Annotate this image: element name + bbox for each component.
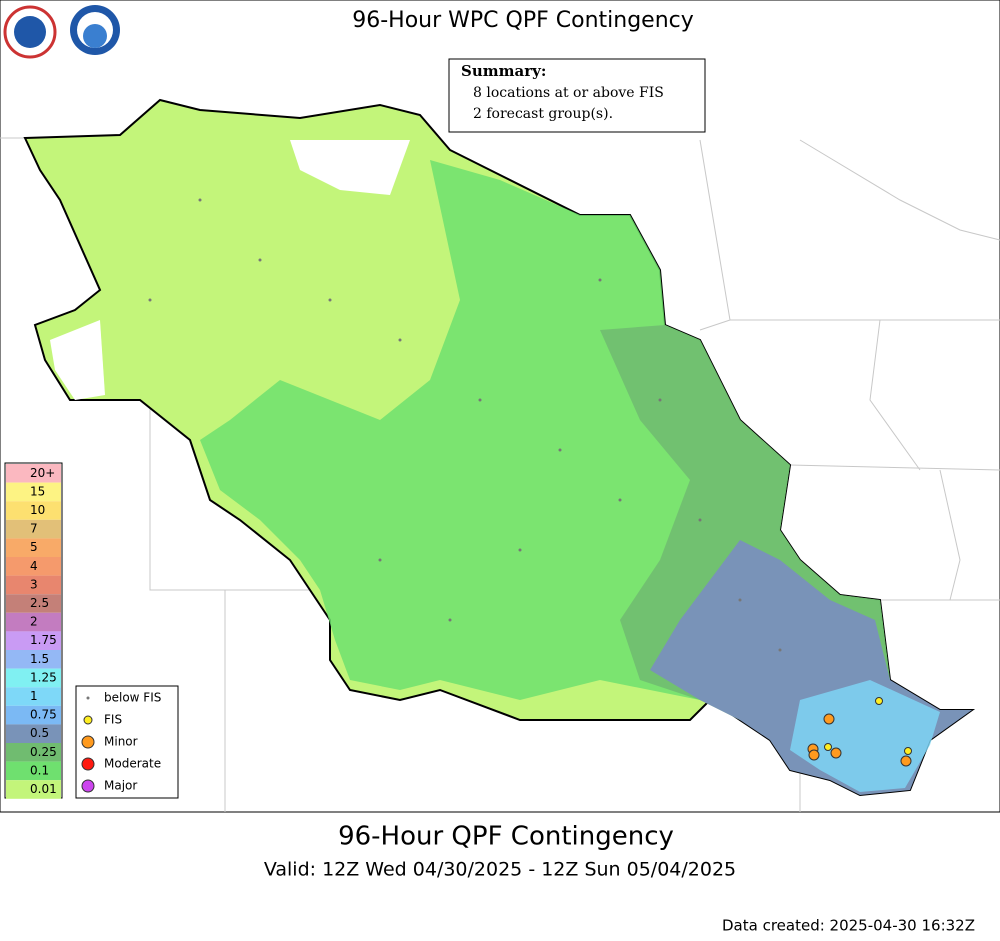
legend-label: 10	[30, 503, 45, 517]
legend-label: Minor	[104, 735, 138, 749]
legend-label: 1.25	[30, 670, 57, 684]
legend-label: Moderate	[104, 757, 161, 771]
legend-swatch	[6, 519, 61, 539]
impact-points	[807, 697, 912, 767]
legend-label: 15	[30, 484, 45, 498]
legend-label: 1.5	[30, 652, 49, 666]
legend-swatch	[6, 538, 61, 557]
legend-symbol	[86, 696, 90, 700]
legend-swatch	[6, 557, 61, 576]
summary-line: 2 forecast group(s).	[473, 106, 613, 122]
legend-label: 3	[30, 577, 38, 591]
legend-swatch	[6, 687, 61, 706]
legend-label: 2	[30, 615, 38, 629]
legend-label: 0.5	[30, 726, 49, 740]
legend-swatch	[6, 743, 61, 762]
legend-symbol	[81, 757, 95, 771]
legend-swatch	[6, 594, 61, 613]
legend-swatch	[6, 612, 61, 632]
legend-swatch	[6, 780, 61, 799]
legend-symbol	[81, 779, 95, 793]
white-area	[50, 320, 105, 400]
white-area	[290, 140, 410, 195]
legend-swatch	[6, 575, 61, 595]
legend-swatch	[6, 650, 61, 669]
footer-title: 96-Hour QPF Contingency	[338, 822, 674, 852]
legend-label: 0.1	[30, 763, 49, 777]
summary-line: 8 locations at or above FIS	[473, 85, 664, 101]
summary-heading: Summary:	[461, 62, 546, 80]
legend-label: 5	[30, 540, 38, 554]
color-legend-items: 20+ 15 10 7 5 4 3 2.5 2 1.75 1.5 1.25 1 0.75 0.5 0.25 0.…	[6, 464, 61, 799]
legend-label: 7	[30, 522, 38, 536]
legend-label: 0.75	[30, 708, 57, 722]
legend-symbol	[83, 715, 93, 725]
map-title: 96-Hour WPC QPF Contingency	[352, 8, 694, 33]
legend-label: 2.5	[30, 596, 49, 610]
symbol-legend-items: below FIS FIS Minor Moderate Major	[81, 691, 161, 793]
legend-label: 1.75	[30, 633, 57, 647]
legend-swatch	[6, 482, 61, 502]
legend-swatch	[6, 724, 61, 743]
legend-swatch	[6, 501, 61, 520]
data-created: Data created: 2025-04-30 16:32Z	[722, 917, 975, 935]
logos	[3, 5, 120, 59]
legend-label: FIS	[104, 713, 122, 727]
legend-swatch	[6, 761, 61, 781]
legend-swatch	[6, 464, 61, 483]
legend-label: 0.01	[30, 782, 57, 796]
legend-label: 20+	[30, 466, 55, 480]
summary-box	[448, 58, 706, 133]
legend-label: 4	[30, 559, 38, 573]
valid-time: Valid: 12Z Wed 04/30/2025 - 12Z Sun 05/0…	[264, 859, 736, 881]
legend-label: 0.25	[30, 745, 57, 759]
legend-label: Major	[104, 779, 137, 793]
legend-swatch	[6, 705, 61, 725]
legend-label: below FIS	[104, 691, 161, 705]
legend-swatch	[6, 668, 61, 688]
gage-points	[148, 198, 782, 652]
legend-symbol	[81, 735, 95, 749]
legend-label: 1	[30, 689, 38, 703]
legend-swatch	[6, 631, 61, 650]
